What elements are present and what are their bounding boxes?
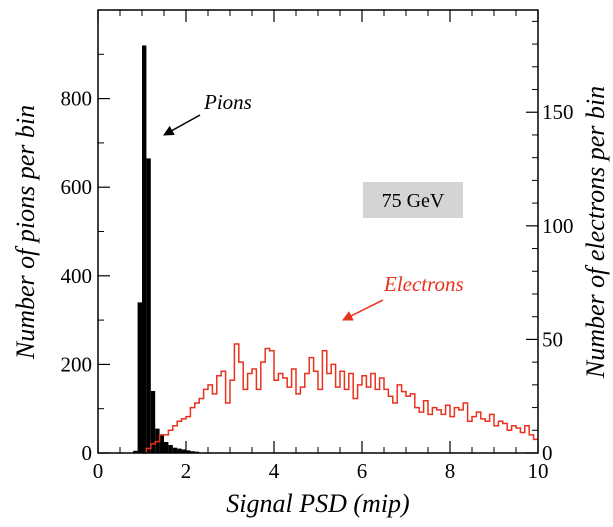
y-tick-label: 0 [82, 441, 93, 465]
pion-bar [186, 450, 191, 453]
electron-histogram [142, 343, 538, 454]
pion-bar [181, 449, 186, 453]
x-tick-label: 2 [181, 459, 192, 483]
pion-bar [190, 451, 195, 453]
y-axis-left-title: Number of pions per bin [11, 105, 40, 360]
x-tick-label: 10 [528, 459, 549, 483]
pion-histogram [133, 45, 200, 453]
pion-bar [137, 302, 142, 453]
energy-label-box [363, 182, 463, 218]
pion-bar [155, 428, 160, 453]
pion-bar [150, 390, 156, 453]
x-axis-ticks: 0 2 4 6 8 10 [93, 10, 549, 483]
electrons-arrow [342, 299, 384, 321]
pion-bar [142, 45, 147, 453]
y2-tick-label: 150 [542, 100, 574, 124]
x-tick-label: 4 [269, 459, 280, 483]
y-tick-label: 400 [61, 264, 93, 288]
pions-annotation: Pions [203, 90, 252, 114]
y2-tick-label: 0 [542, 441, 553, 465]
electrons-annotation: Electrons [383, 272, 464, 296]
y-tick-label: 200 [61, 352, 93, 376]
pion-bar [146, 158, 151, 453]
y2-tick-label: 100 [542, 214, 574, 238]
pion-bar [164, 441, 169, 453]
y-axis-left-ticks: 0 200 400 600 800 [61, 53, 110, 465]
pion-bar [177, 448, 182, 453]
y-axis-right-title: Number of electrons per bin [581, 86, 610, 379]
pion-bar [133, 450, 138, 453]
x-tick-label: 0 [93, 459, 104, 483]
pion-bar [168, 445, 173, 453]
x-tick-label: 8 [445, 459, 456, 483]
y2-tick-label: 50 [542, 327, 563, 351]
x-axis-title: Signal PSD (mip) [226, 489, 409, 518]
x-tick-label: 6 [357, 459, 368, 483]
y-tick-label: 800 [61, 87, 93, 111]
energy-label: 75 GeV [382, 190, 445, 212]
pion-bar [172, 447, 178, 453]
y-tick-label: 600 [61, 175, 93, 199]
electron-step-line [142, 343, 538, 454]
pions-arrow [163, 114, 201, 136]
y-axis-right-ticks: 0 50 100 150 [526, 20, 574, 465]
pion-bar [159, 435, 164, 453]
